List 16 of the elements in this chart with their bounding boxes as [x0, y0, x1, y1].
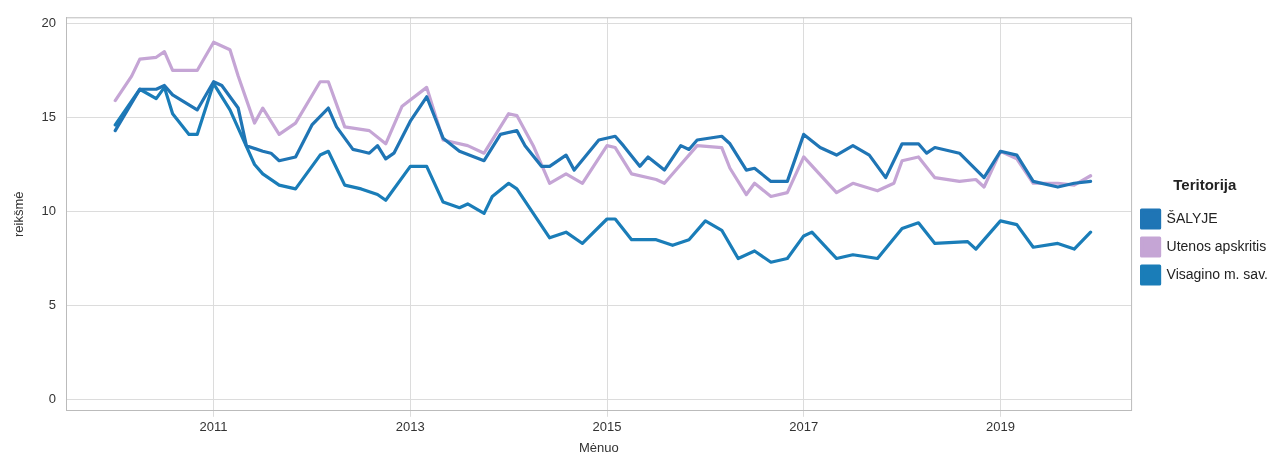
- y-tick-label: 15: [41, 109, 57, 125]
- x-tick-label: 2015: [592, 419, 622, 435]
- y-tick-label: 0: [48, 391, 57, 407]
- legend-label: Visagino m. sav.: [1166, 265, 1268, 282]
- x-tick-label: 2011: [199, 419, 228, 435]
- legend-label: ŠALYJE: [1166, 209, 1218, 226]
- y-tick-label: 5: [48, 297, 57, 313]
- x-tick-label: 2019: [985, 419, 1015, 435]
- legend-title: Teritorija: [1173, 175, 1237, 193]
- y-tick-label: 10: [41, 203, 57, 219]
- legend-label: Utenos apskritis: [1166, 237, 1267, 254]
- x-tick-label: 2017: [789, 419, 819, 435]
- y-axis-title: reikšmė: [11, 191, 27, 238]
- x-tick-label: 2013: [395, 419, 425, 435]
- x-axis-title: Mėnuo: [578, 439, 619, 455]
- y-tick-label: 20: [41, 15, 57, 31]
